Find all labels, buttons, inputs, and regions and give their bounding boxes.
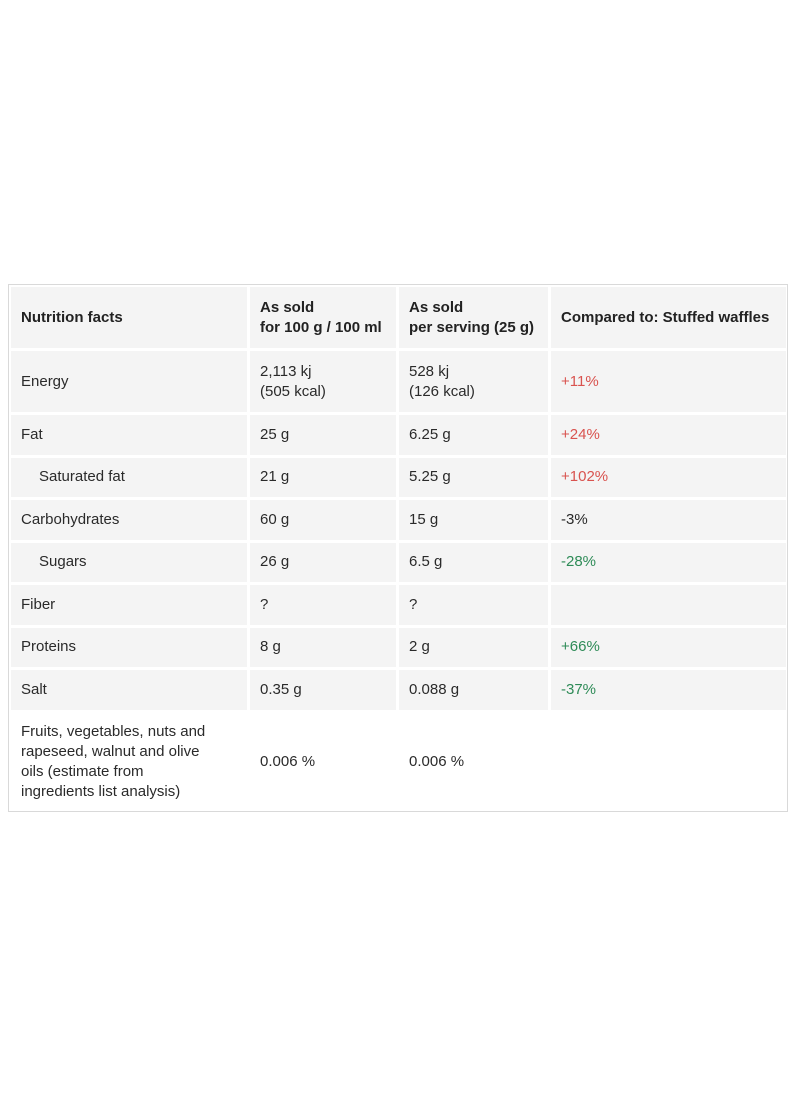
header-compared-to: Compared to: Stuffed waffles [551, 287, 786, 348]
value-per-100g: 2,113 kj (505 kcal) [250, 351, 396, 412]
table-row-salt: Salt 0.35 g 0.088 g -37% [11, 670, 786, 710]
table-row-sugars: Sugars 26 g 6.5 g -28% [11, 542, 786, 582]
nutrition-table-frame: Nutrition facts As sold for 100 g / 100 … [8, 284, 788, 812]
value-per-serving: 5.25 g [399, 457, 548, 497]
header-per-100g: As sold for 100 g / 100 ml [250, 287, 396, 348]
comparison-value: +66% [551, 627, 786, 667]
table-row-energy: Energy 2,113 kj (505 kcal) 528 kj (126 k… [11, 351, 786, 412]
value-per-100g: 21 g [250, 457, 396, 497]
value-per-serving: 6.5 g [399, 542, 548, 582]
value-per-100g: 0.006 % [250, 712, 396, 811]
value-per-100g: 26 g [250, 542, 396, 582]
value-per-100g: ? [250, 585, 396, 625]
table-row-fruits-vegetables: Fruits, vegetables, nuts and rapeseed, w… [11, 712, 786, 811]
table-row-proteins: Proteins 8 g 2 g +66% [11, 627, 786, 667]
value-per-100g: 25 g [250, 415, 396, 455]
header-nutrition-facts: Nutrition facts [11, 287, 247, 348]
comparison-value [551, 712, 786, 811]
nutrient-name: Saturated fat [11, 457, 247, 497]
header-per-serving: As sold per serving (25 g) [399, 287, 548, 348]
nutrient-name: Proteins [11, 627, 247, 667]
table-row-fiber: Fiber ? ? [11, 585, 786, 625]
value-per-serving: 0.088 g [399, 670, 548, 710]
value-per-serving: ? [399, 585, 548, 625]
value-per-serving: 15 g [399, 500, 548, 540]
nutrient-name: Fat [11, 415, 247, 455]
table-row-fat: Fat 25 g 6.25 g +24% [11, 415, 786, 455]
comparison-value: +24% [551, 415, 786, 455]
table-header-row: Nutrition facts As sold for 100 g / 100 … [11, 287, 786, 348]
comparison-value: -3% [551, 500, 786, 540]
value-per-100g: 60 g [250, 500, 396, 540]
comparison-value: +11% [551, 351, 786, 412]
comparison-value: -37% [551, 670, 786, 710]
value-per-100g: 8 g [250, 627, 396, 667]
value-per-serving: 528 kj (126 kcal) [399, 351, 548, 412]
comparison-value: +102% [551, 457, 786, 497]
nutrient-name: Salt [11, 670, 247, 710]
comparison-value: -28% [551, 542, 786, 582]
value-per-serving: 6.25 g [399, 415, 548, 455]
value-per-serving: 2 g [399, 627, 548, 667]
value-per-100g: 0.35 g [250, 670, 396, 710]
nutrient-name: Sugars [11, 542, 247, 582]
nutrition-table: Nutrition facts As sold for 100 g / 100 … [8, 284, 789, 814]
comparison-value [551, 585, 786, 625]
nutrient-name: Fruits, vegetables, nuts and rapeseed, w… [11, 712, 247, 811]
nutrient-name: Carbohydrates [11, 500, 247, 540]
nutrient-name: Energy [11, 351, 247, 412]
nutrient-name: Fiber [11, 585, 247, 625]
value-per-serving: 0.006 % [399, 712, 548, 811]
table-row-carbohydrates: Carbohydrates 60 g 15 g -3% [11, 500, 786, 540]
table-row-saturated-fat: Saturated fat 21 g 5.25 g +102% [11, 457, 786, 497]
